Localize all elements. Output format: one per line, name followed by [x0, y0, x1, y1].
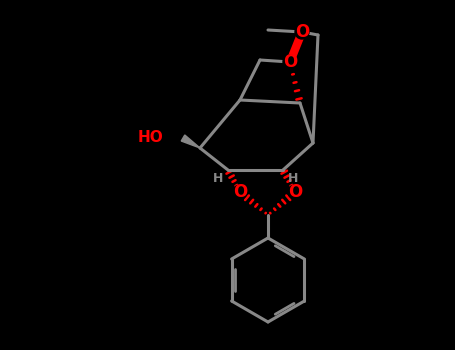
Text: O: O: [283, 53, 297, 71]
Circle shape: [295, 25, 309, 39]
Text: H: H: [213, 172, 223, 184]
Text: H: H: [288, 172, 298, 184]
Circle shape: [288, 185, 302, 199]
Text: HO: HO: [137, 131, 163, 146]
Polygon shape: [181, 135, 200, 148]
Text: O: O: [288, 183, 302, 201]
Text: O: O: [233, 183, 247, 201]
Circle shape: [233, 185, 247, 199]
Circle shape: [283, 55, 297, 69]
Text: O: O: [295, 23, 309, 41]
